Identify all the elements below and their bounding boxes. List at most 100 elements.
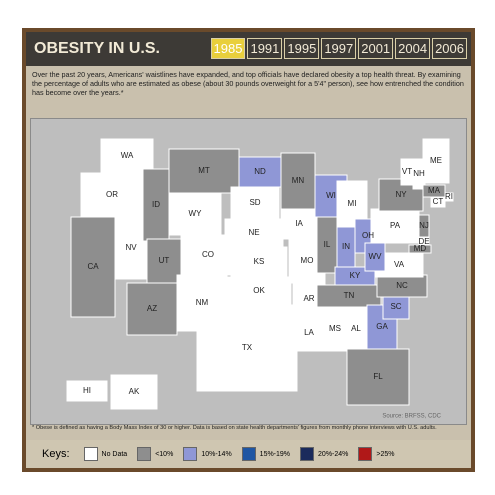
- state: [100, 138, 154, 174]
- state-label: VA: [394, 260, 405, 269]
- state-label: NJ: [419, 221, 429, 230]
- legend-text: 15%-19%: [259, 450, 291, 458]
- legend-text: 10%-14%: [201, 450, 232, 458]
- state: [66, 380, 108, 402]
- state-label: ID: [152, 200, 160, 209]
- state-label: IN: [342, 242, 350, 251]
- state-label: AR: [303, 294, 314, 303]
- state: [126, 282, 178, 336]
- state: [224, 218, 284, 248]
- state: [196, 304, 298, 392]
- state-label: AZ: [147, 304, 157, 313]
- state-label: CT: [433, 197, 444, 206]
- year-button[interactable]: 1995: [284, 38, 320, 59]
- state-label: VT: [402, 167, 412, 176]
- state: [80, 172, 144, 218]
- state: [110, 374, 158, 410]
- state-label: OK: [253, 286, 265, 295]
- state-label: UT: [159, 256, 170, 265]
- state: [382, 294, 410, 320]
- state-label: MD: [414, 244, 427, 253]
- state-label: AK: [129, 387, 140, 396]
- state-label: MN: [292, 176, 305, 185]
- state-label: HI: [83, 386, 91, 395]
- state-label: WV: [369, 252, 383, 261]
- legend-text: >25%: [376, 450, 395, 458]
- state-label: CO: [202, 250, 214, 259]
- state: [346, 348, 410, 406]
- state-label: NE: [248, 228, 259, 237]
- state: [400, 158, 414, 186]
- state-label: MI: [348, 199, 357, 208]
- state-label: AL: [351, 324, 361, 333]
- year-button[interactable]: 1991: [247, 38, 283, 59]
- year-button[interactable]: 1985: [210, 38, 246, 59]
- state: [70, 216, 116, 318]
- state-label: WI: [326, 191, 336, 200]
- legend-swatch: [137, 447, 152, 461]
- state: [408, 244, 432, 254]
- state-label: NY: [395, 190, 407, 199]
- state-label: TN: [344, 291, 355, 300]
- state-label: KY: [350, 271, 361, 280]
- state-label: MA: [428, 186, 441, 195]
- state-label: IL: [324, 240, 331, 249]
- state-label: DE: [418, 237, 429, 246]
- state-label: NC: [396, 281, 408, 290]
- state-label: MO: [301, 256, 314, 265]
- state-label: RI: [445, 192, 453, 201]
- legend-item: No Data: [83, 447, 128, 461]
- state-label: ND: [254, 167, 266, 176]
- year-button[interactable]: 2004: [395, 38, 431, 59]
- state-label: ME: [430, 156, 442, 165]
- legend-swatch: [300, 447, 315, 461]
- legend-text: No Data: [101, 450, 128, 458]
- state-label: OR: [106, 190, 118, 199]
- state-label: NM: [196, 298, 209, 307]
- legend-item: >25%: [358, 447, 395, 461]
- description: Over the past 20 years, Americans' waist…: [32, 70, 464, 97]
- state-label: IA: [295, 219, 303, 228]
- year-button[interactable]: 2001: [358, 38, 394, 59]
- state-label: CA: [87, 262, 99, 271]
- state-label: NV: [125, 243, 137, 252]
- state-label: SD: [249, 198, 260, 207]
- year-button[interactable]: 1997: [321, 38, 357, 59]
- state-label: GA: [376, 322, 388, 331]
- footnote: * Obese is defined as having a Body Mass…: [32, 425, 437, 431]
- state-label: OH: [362, 231, 374, 240]
- year-button[interactable]: 2006: [432, 38, 467, 59]
- legend-item: 15%-19%: [241, 447, 291, 461]
- state-label: KS: [254, 257, 265, 266]
- legend: Keys: No Data <10% 10%-14% 15%-19% 20%-24% >25…: [26, 440, 471, 468]
- state-label: WY: [189, 209, 203, 218]
- year-tabs: 1985 1991 1995 1997 2001 2004 2006: [210, 38, 467, 59]
- legend-item: <10%: [137, 447, 173, 461]
- legend-text: <10%: [155, 450, 174, 458]
- state-label: SC: [390, 302, 401, 311]
- map-svg: WA OR CA NV ID MT WY UT AZ CO NM ND SD NE KS OK TX MN IA MO…: [66, 138, 454, 420]
- state: [146, 238, 182, 284]
- legend-swatch: [83, 447, 98, 461]
- state: [238, 156, 282, 188]
- legend-swatch: [358, 447, 373, 461]
- state-label: MT: [198, 166, 210, 175]
- state-label: LA: [304, 328, 314, 337]
- legend-item: 20%-24%: [300, 447, 348, 461]
- map: WA OR CA NV ID MT WY UT AZ CO NM ND SD NE KS OK TX MN IA MO…: [30, 118, 467, 425]
- legend-swatch: [241, 447, 256, 461]
- state: [280, 152, 316, 210]
- legend-item: 10%-14%: [183, 447, 232, 461]
- state-label: MS: [329, 324, 341, 333]
- source: Source: BRFSS, CDC: [382, 414, 441, 420]
- state-label: TX: [242, 343, 253, 352]
- legend-label: Keys:: [42, 448, 70, 460]
- state: [280, 208, 318, 240]
- state: [430, 196, 446, 208]
- header: OBESITY IN U.S. 1985 1991 1995 1997 2001 2004…: [26, 32, 471, 66]
- state-label: NH: [413, 169, 425, 178]
- infographic: OBESITY IN U.S. 1985 1991 1995 1997 2001 2004…: [22, 28, 475, 472]
- state: [292, 314, 326, 352]
- state-label: WA: [121, 151, 134, 160]
